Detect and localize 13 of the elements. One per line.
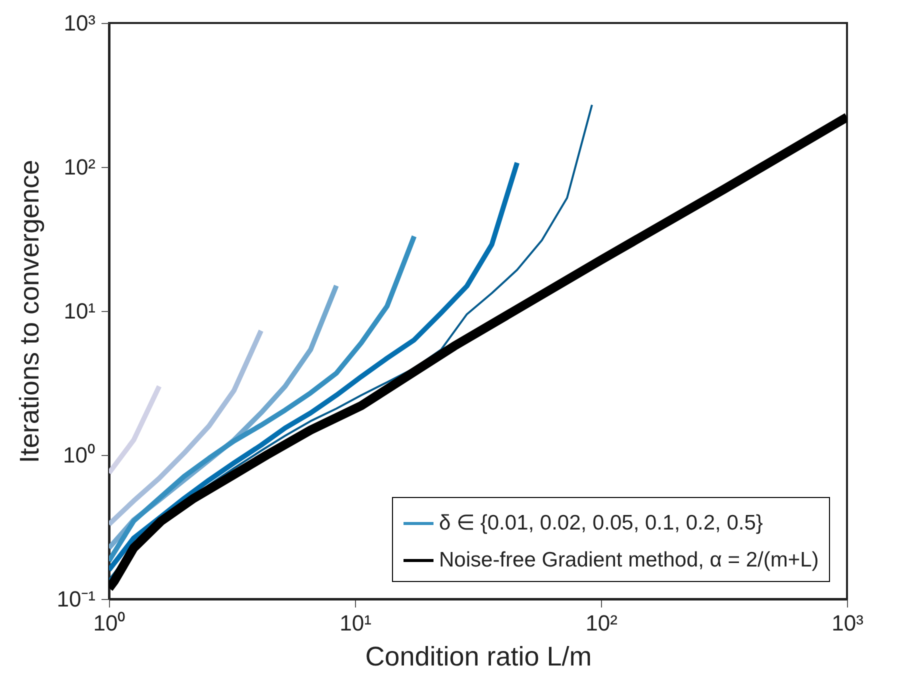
- x-tick-label: 10⁰: [93, 610, 126, 636]
- legend-label: Noise-free Gradient method, α = 2/(m+L): [439, 548, 819, 572]
- x-axis-title: Condition ratio L/m: [365, 642, 592, 672]
- legend-label: δ ∈ {0.01, 0.02, 0.05, 0.1, 0.2, 0.5}: [439, 512, 763, 534]
- y-axis-title: Iterations to convergence: [14, 160, 45, 464]
- y-tick-label: 10⁰: [63, 442, 96, 468]
- x-tick-label: 10²: [586, 610, 618, 636]
- x-tick-label: 10³: [832, 610, 864, 636]
- y-tick-label: 10²: [64, 154, 96, 180]
- y-tick-label: 10¹: [64, 298, 96, 324]
- y-tick-label: 10³: [64, 10, 96, 36]
- y-tick-label: 10⁻¹: [56, 586, 96, 612]
- x-tick-label: 10¹: [340, 610, 372, 636]
